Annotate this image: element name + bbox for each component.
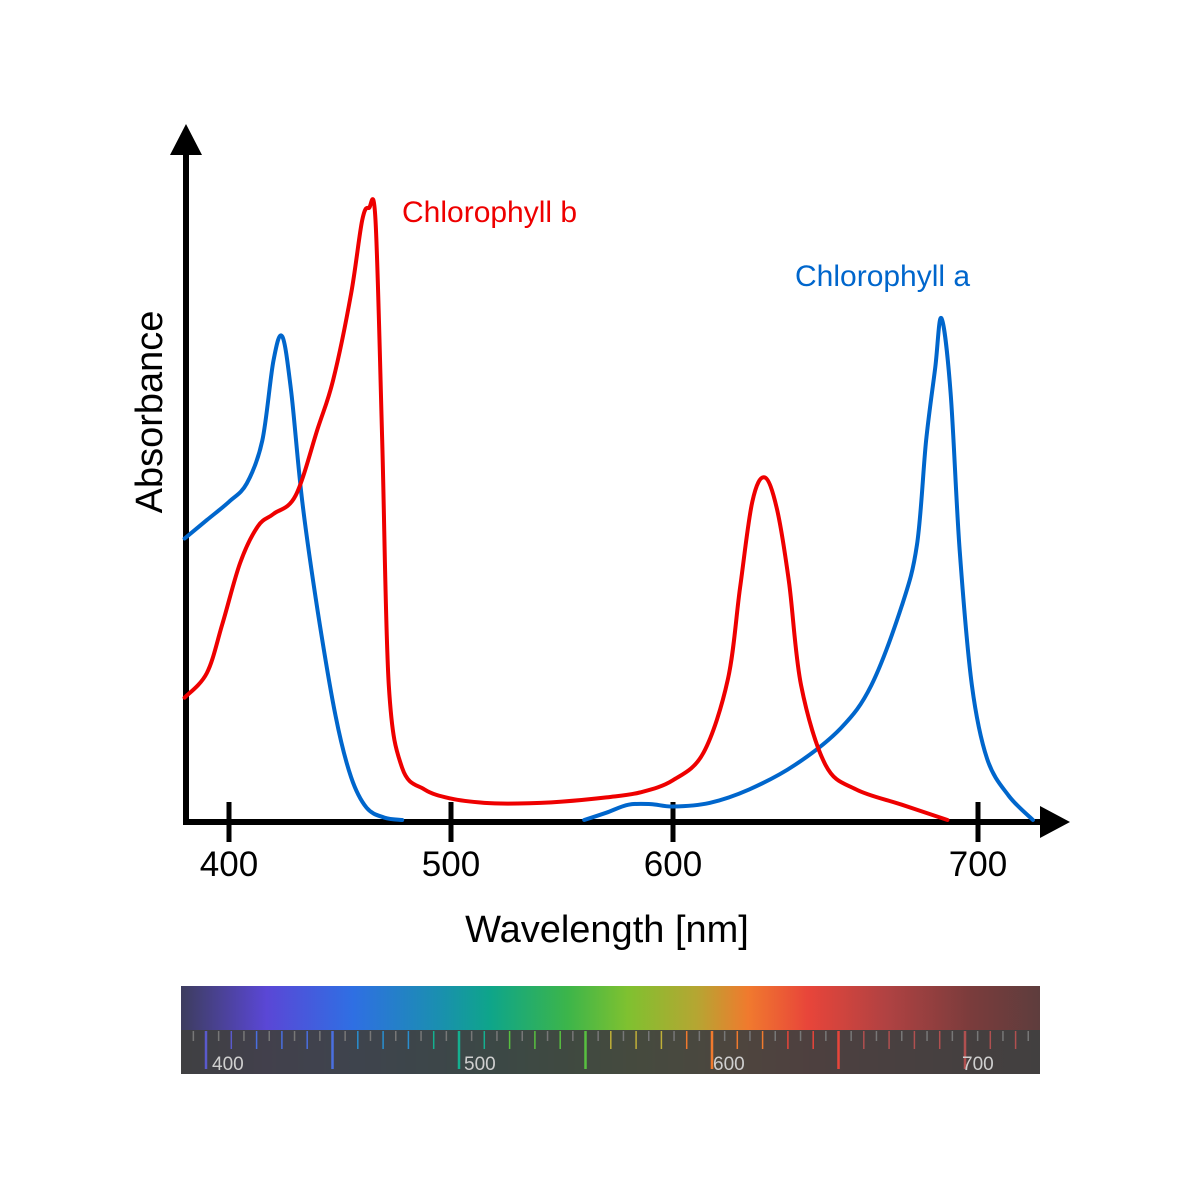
y-axis-title: Absorbance	[129, 311, 171, 514]
series-label-chlorophyll-b: Chlorophyll b	[402, 196, 577, 229]
x-tick-label-400: 400	[200, 845, 258, 884]
spectrum-label-400: 400	[212, 1054, 244, 1075]
spectrum-label-500: 500	[464, 1054, 496, 1075]
series-label-chlorophyll-a: Chlorophyll a	[795, 260, 970, 293]
y-axis-arrow	[170, 124, 202, 155]
spectrum-label-600: 600	[713, 1054, 745, 1075]
visible-spectrum-bar: 400 500 600 700	[181, 986, 1040, 1075]
x-tick-label-700: 700	[949, 845, 1007, 884]
x-axis-arrow	[1040, 806, 1070, 838]
x-ticks	[226, 802, 981, 842]
spectrum-ticks	[192, 1031, 1029, 1069]
x-tick-label-500: 500	[422, 845, 480, 884]
x-tick-label-600: 600	[644, 845, 702, 884]
series-line-chlorophyll-a-1	[182, 333, 405, 822]
series-layer	[182, 197, 1035, 822]
spectrum-label-700: 700	[962, 1054, 994, 1075]
x-tick-labels: 400 500 600 700	[200, 845, 1007, 884]
x-axis-title: Wavelength [nm]	[465, 909, 749, 951]
series-line-chlorophyll-b-1	[182, 197, 950, 822]
series-line-chlorophyll-a-2	[582, 316, 1035, 822]
